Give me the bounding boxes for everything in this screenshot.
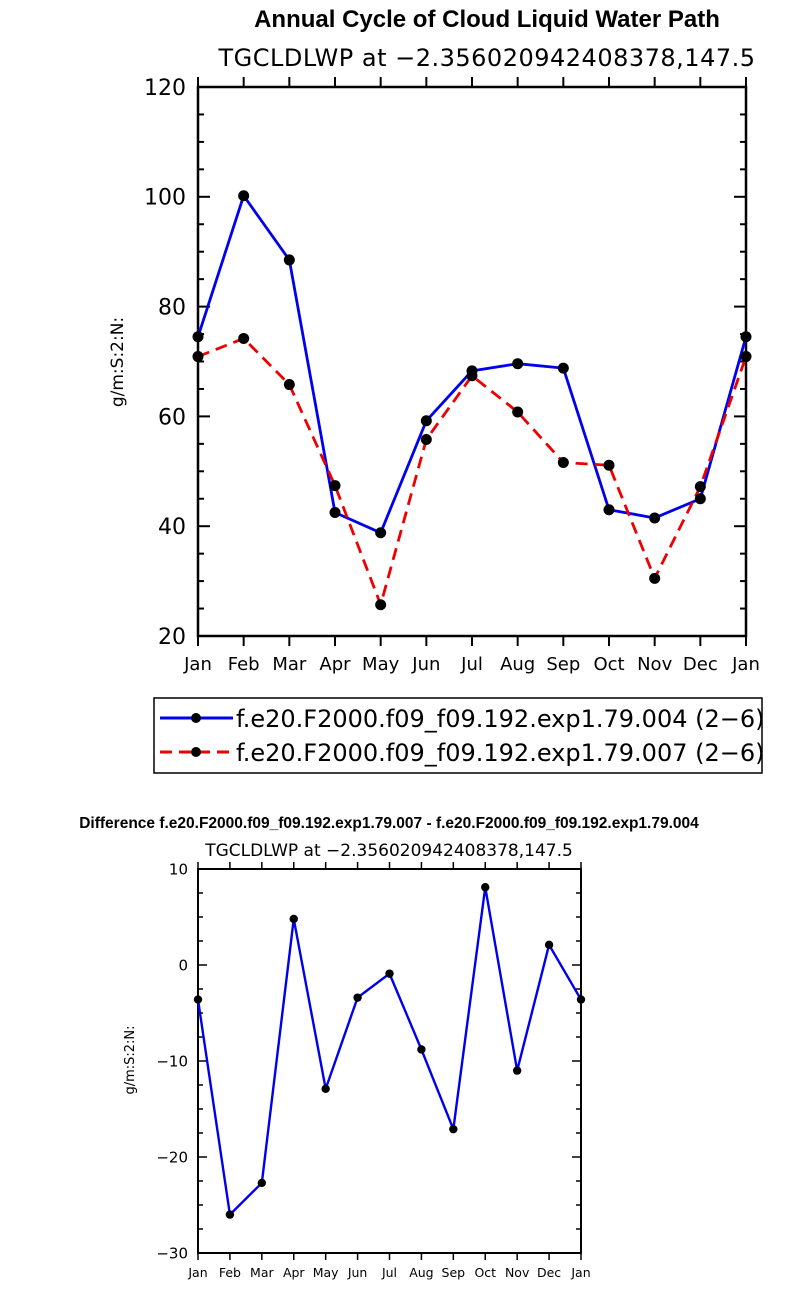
- chart1-legend-box: [153, 697, 763, 774]
- chart1-series-1-point: [740, 331, 752, 343]
- x-tick-label: Feb: [219, 1265, 241, 1280]
- x-tick-label: May: [313, 1265, 339, 1280]
- chart1-series-1-point: [329, 506, 341, 518]
- x-tick-label: Jan: [183, 654, 212, 675]
- chart2-ylabel: g/m:S:2:N:: [123, 1025, 138, 1094]
- x-tick-label: Jul: [460, 654, 483, 675]
- x-tick-label: Apr: [283, 1265, 305, 1280]
- chart1-series-1-point: [649, 512, 661, 524]
- chart2-series-1-point: [481, 883, 490, 892]
- y-tick-label: 40: [158, 515, 186, 540]
- y-tick-label: 80: [158, 296, 186, 321]
- chart1-series-2-point: [420, 433, 432, 445]
- chart1-series-1-point: [420, 415, 432, 427]
- chart1-series-1-point: [192, 331, 204, 343]
- chart1-series-2-point: [694, 481, 706, 493]
- x-tick-label: Nov: [505, 1265, 530, 1280]
- chart2-series-1-line: [196, 886, 583, 1216]
- chart1-ylabel: g/m:S:2:N:: [108, 317, 128, 407]
- y-tick-label: 0: [178, 956, 188, 974]
- chart1-series-2-point: [512, 406, 524, 418]
- chart1-series-1-line: [196, 194, 748, 535]
- chart2-plot-area: −30 −20 −10 0 10 Jan Feb Mar Apr May Jun Jul Aug Sep O…: [156, 860, 590, 1280]
- legend-marker-series-1: [191, 713, 201, 723]
- x-tick-label: Aug: [409, 1265, 433, 1280]
- chart2-series-1-point: [321, 1084, 330, 1094]
- x-tick-label: Aug: [500, 654, 535, 675]
- chart1-subtitle: TGCLDLWP at −2.356020942408378,147.5: [218, 44, 756, 72]
- chart2-series-1-point: [225, 1210, 235, 1219]
- x-tick-label: Jun: [411, 654, 440, 675]
- chart1-series-2-point: [557, 457, 569, 469]
- chart1-series-2-point: [603, 459, 615, 471]
- chart1-series-1-point: [512, 358, 524, 370]
- chart2-series-1-point: [576, 995, 586, 1004]
- legend-label-series-2: f.e20.F2000.f09_f09.192.exp1.79.007 (2−6…: [236, 739, 764, 767]
- y-tick-label: 60: [158, 405, 186, 430]
- chart1-frame: [196, 85, 748, 638]
- x-tick-label: Jan: [570, 1265, 590, 1280]
- chart1-series-1-point: [603, 504, 615, 516]
- x-tick-label: Dec: [683, 654, 718, 675]
- chart1-series-2-point: [283, 379, 295, 391]
- x-tick-label: Sep: [546, 654, 580, 675]
- chart1-series-2-point: [466, 370, 478, 382]
- x-tick-label: Dec: [537, 1265, 561, 1280]
- chart2-series-1-point: [385, 969, 394, 978]
- x-tick-label: Jan: [731, 654, 760, 675]
- chart2-series-1-point: [417, 1045, 426, 1054]
- y-tick-label: −10: [156, 1052, 188, 1070]
- x-tick-label: Feb: [228, 654, 260, 675]
- x-tick-label: Oct: [474, 1265, 496, 1280]
- x-tick-label: Oct: [593, 654, 624, 675]
- chart2-series-1-point: [193, 995, 203, 1004]
- y-tick-label: 10: [169, 860, 188, 878]
- x-tick-label: Mar: [272, 654, 307, 675]
- legend-marker-series-2: [191, 747, 201, 757]
- chart1-plot-area: 20 40 60 80 100 120 Jan Feb Mar Apr May Jun Jul Aug Se…: [144, 76, 760, 675]
- y-tick-label: 20: [158, 625, 186, 650]
- chart1-series-2-point: [192, 351, 204, 363]
- chart2-subtitle: TGCLDLWP at −2.356020942408378,147.5: [204, 841, 573, 861]
- legend-label-series-1: f.e20.F2000.f09_f09.192.exp1.79.004 (2−6…: [236, 705, 764, 733]
- x-tick-label: May: [362, 654, 400, 675]
- chart2-series-1-point: [449, 1124, 458, 1134]
- chart2-series-1-point: [257, 1178, 267, 1188]
- chart1-title: Annual Cycle of Cloud Liquid Water Path: [254, 6, 720, 33]
- chart1-series-2-point: [375, 599, 387, 611]
- x-tick-label: Nov: [637, 654, 672, 675]
- y-tick-label: 120: [144, 76, 186, 101]
- chart1-series-2-point: [329, 480, 341, 492]
- chart1-series-1-point: [238, 190, 250, 202]
- chart1-series-2-point: [238, 332, 250, 344]
- y-tick-label: −30: [156, 1244, 188, 1262]
- x-tick-label: Sep: [442, 1265, 466, 1280]
- chart2-series-1-point: [289, 914, 298, 924]
- y-tick-label: −20: [156, 1148, 188, 1166]
- chart2-series-1-point: [512, 1066, 522, 1075]
- chart1-series-1-point: [694, 493, 706, 505]
- x-tick-label: Mar: [250, 1265, 274, 1280]
- chart2-series-1-point: [353, 993, 362, 1002]
- chart2-series-1-point: [544, 940, 554, 950]
- x-tick-label: Jul: [381, 1265, 397, 1280]
- chart1-series-2-point: [649, 572, 661, 584]
- chart2-title: Difference f.e20.F2000.f09_f09.192.exp1.…: [79, 815, 699, 832]
- chart1-series-2-point: [740, 351, 752, 363]
- chart1-series-1-point: [375, 527, 387, 539]
- y-tick-label: 100: [144, 186, 186, 211]
- x-tick-label: Jan: [187, 1265, 207, 1280]
- chart2-frame: [197, 868, 582, 1254]
- chart1-series-1-point: [283, 254, 295, 266]
- chart1-series-1-point: [557, 362, 569, 374]
- x-tick-label: Jun: [347, 1265, 368, 1280]
- x-tick-label: Apr: [319, 654, 351, 675]
